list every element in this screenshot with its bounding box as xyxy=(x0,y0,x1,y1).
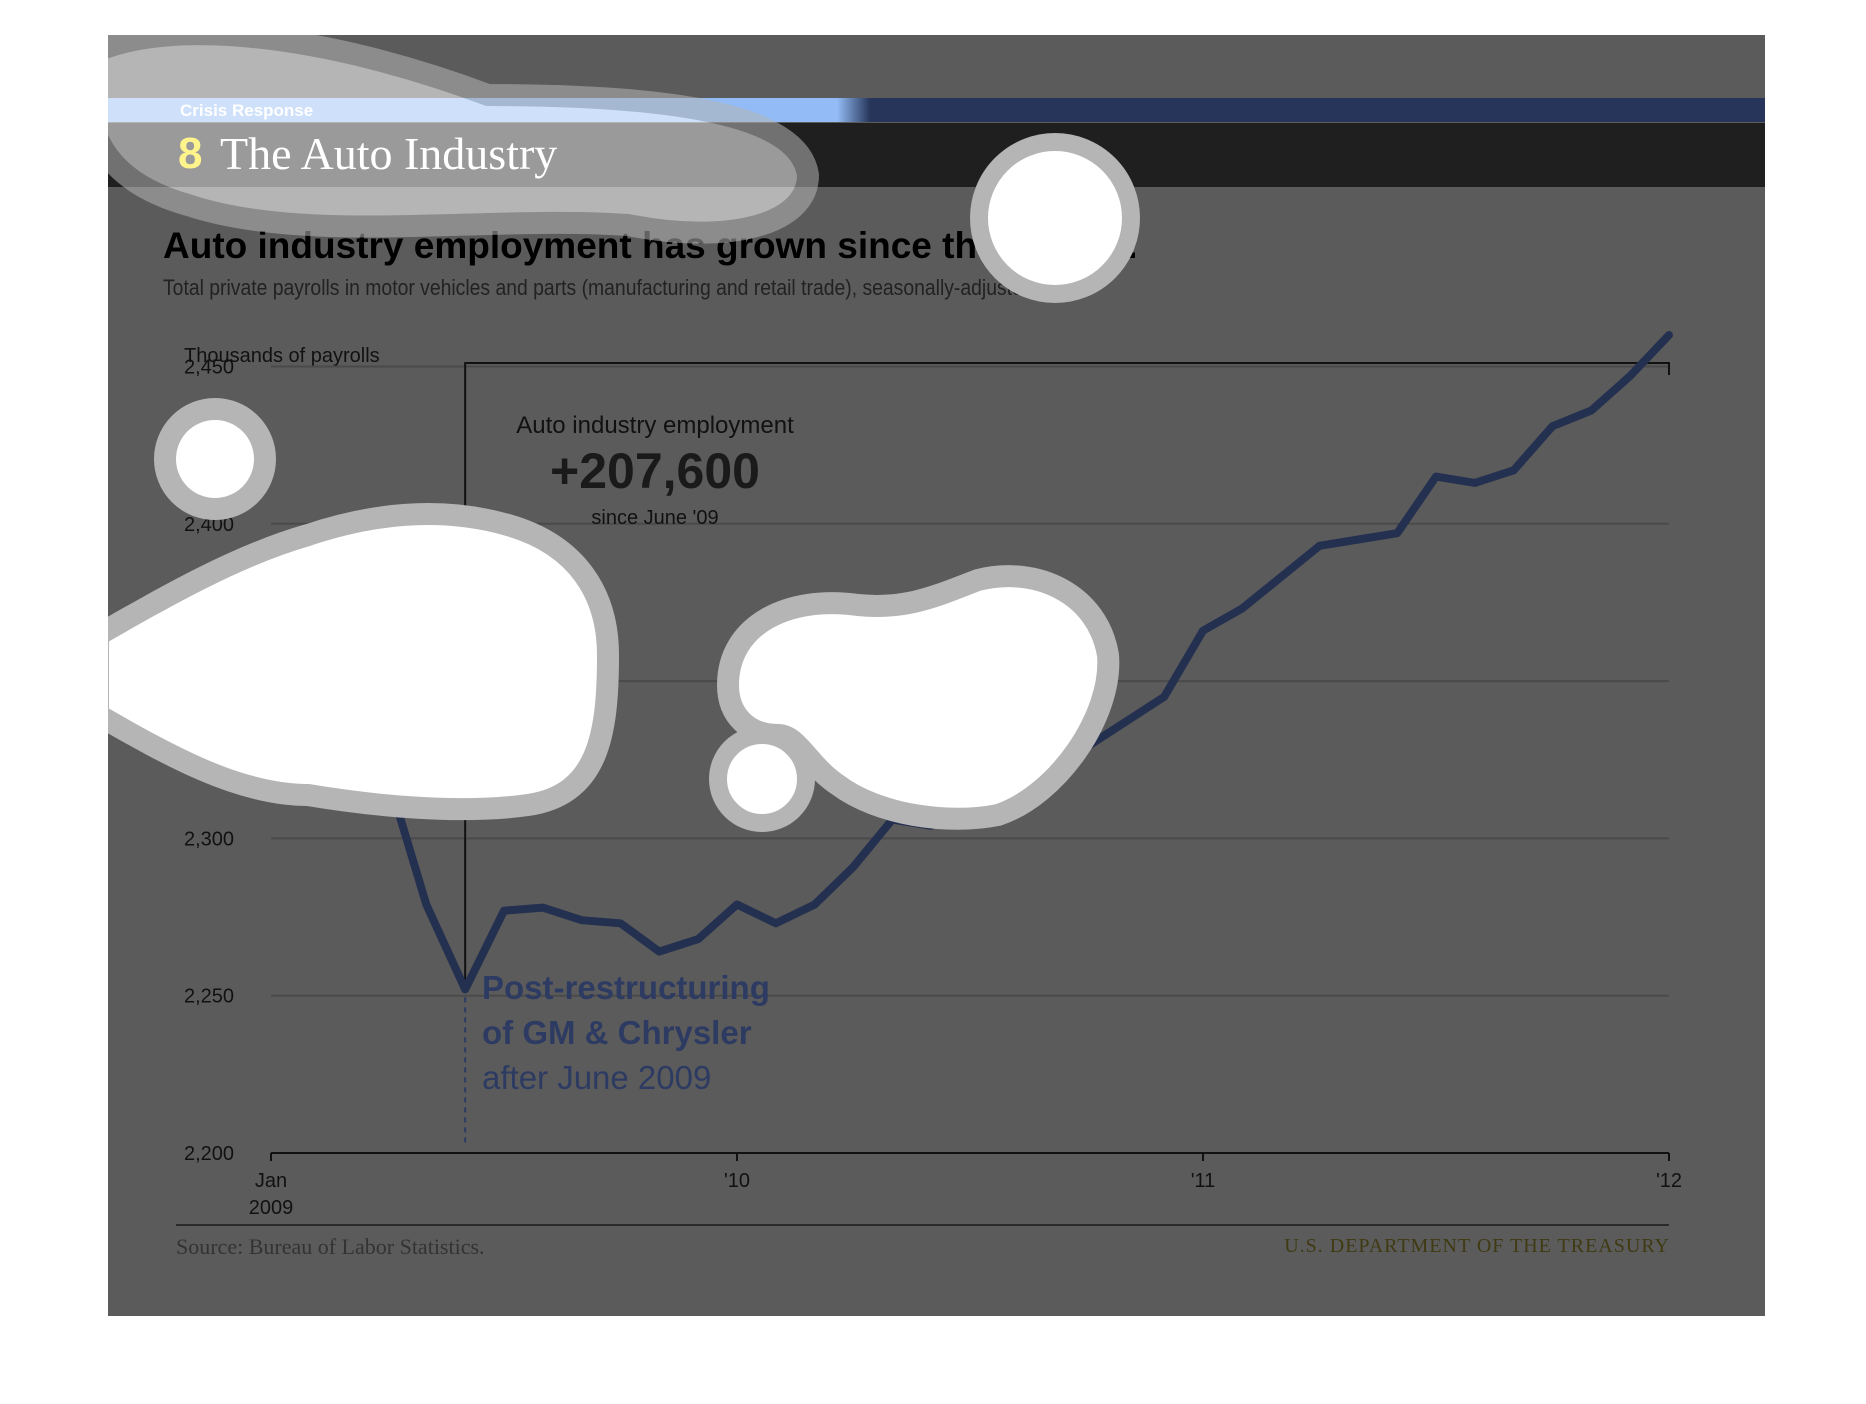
y-axis-label: Thousands of payrolls xyxy=(184,345,380,367)
annotation-line1: Post-restructuring xyxy=(482,969,770,1006)
line-chart: Thousands of payrolls 2,200 2,250 2,300 2,35… xyxy=(184,331,1682,1219)
footer-rule xyxy=(176,1224,1669,1226)
x-tick-label: '10 xyxy=(724,1170,750,1192)
y-tick-label: 2,300 xyxy=(184,828,234,850)
y-tick-label: 2,450 xyxy=(184,356,234,378)
x-tick-label: '12 xyxy=(1656,1170,1682,1192)
y-tick-label: 2,400 xyxy=(184,514,234,536)
series-line xyxy=(267,331,1673,994)
source-note: Source: Bureau of Labor Statistics. xyxy=(176,1234,485,1259)
agency-credit: U.S. DEPARTMENT OF THE TREASURY xyxy=(1284,1235,1670,1257)
chart-subhead: Total private payrolls in motor vehicles… xyxy=(163,275,1034,300)
annotation-line3: after June 2009 xyxy=(482,1059,711,1096)
callout-title: Auto industry employment xyxy=(516,412,794,439)
x-tick-label: 2009 xyxy=(249,1197,294,1219)
y-tick-label: 2,200 xyxy=(184,1143,234,1165)
callout-note: since June '09 xyxy=(591,507,718,529)
x-tick-label: '11 xyxy=(1191,1170,1216,1192)
callout-value: +207,600 xyxy=(550,443,760,499)
y-tick-label: 2,350 xyxy=(184,671,234,693)
annotation-line2: of GM & Chrysler xyxy=(482,1014,752,1051)
y-tick-label: 2,250 xyxy=(184,986,234,1008)
slide: Crisis Response 8 The Auto Industry Auto… xyxy=(108,35,1765,1316)
x-tick-label: Jan xyxy=(255,1170,287,1192)
